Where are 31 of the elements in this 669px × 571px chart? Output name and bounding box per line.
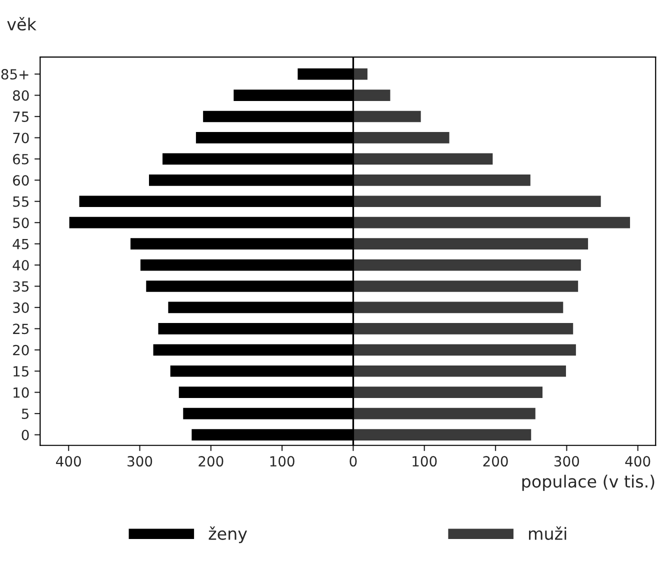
x-tick-label: 300 (554, 456, 580, 467)
legend-label: muži (529, 526, 566, 540)
y-tick-label: 15 (14, 366, 29, 377)
y-tick-label: 75 (13, 112, 29, 122)
y-tick-label: 0 (22, 430, 29, 440)
y-tick-label: 10 (14, 387, 29, 398)
y-tick-label: 65 (13, 154, 29, 164)
y-tick-label: 35 (13, 281, 29, 292)
y-tick-label: 25 (13, 324, 29, 334)
x-tick-label: 200 (198, 456, 224, 467)
x-tick-label: 200 (483, 456, 508, 467)
x-tick-label: 400 (625, 456, 650, 467)
legend-label: ženy (208, 526, 248, 544)
y-tick-label: 20 (13, 344, 29, 356)
y-tick-label: 50 (13, 218, 29, 228)
x-tick-label: 100 (270, 456, 294, 467)
y-tick-label: 40 (12, 260, 29, 271)
x-tick-label: 300 (128, 456, 152, 467)
y-tick-label: 30 (13, 302, 29, 313)
x-tick-label: 0 (350, 456, 357, 467)
x-tick-label: 400 (56, 456, 81, 467)
y-tick-label: 45 (12, 238, 29, 250)
y-axis-title: věk (7, 16, 36, 31)
x-axis-title: populace (v tis.) (522, 474, 654, 491)
x-tick-label: 100 (412, 456, 437, 467)
y-tick-label: 5 (22, 408, 29, 420)
y-tick-label: 55 (13, 196, 29, 207)
y-tick-label: 60 (13, 175, 29, 186)
y-tick-label: 85+ (1, 69, 28, 80)
y-tick-label: 80 (12, 90, 29, 101)
y-tick-label: 70 (13, 132, 29, 144)
